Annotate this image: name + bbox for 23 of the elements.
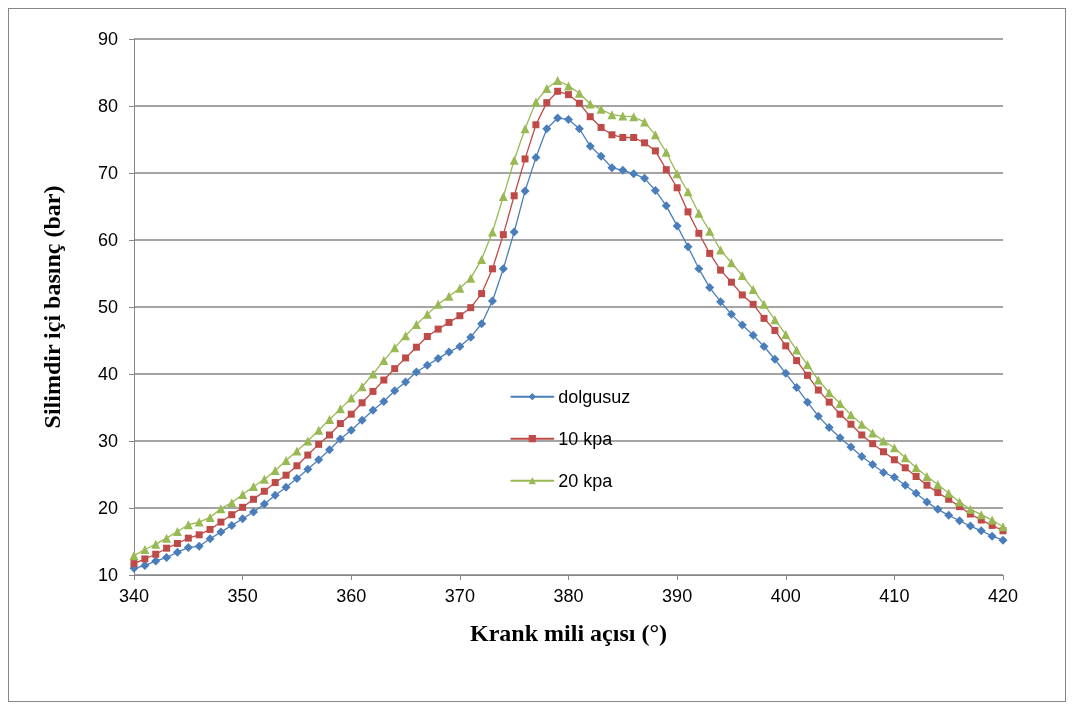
y-tick-label: 20 — [97, 498, 118, 518]
x-tick-label: 340 — [118, 586, 150, 606]
y-tick-label: 30 — [97, 431, 118, 451]
x-tick-label: 350 — [227, 586, 258, 606]
y-tick-label: 10 — [97, 565, 118, 585]
y-tick-label: 70 — [97, 163, 118, 183]
x-tick-label: 420 — [987, 586, 1019, 606]
y-tick-label: 90 — [97, 29, 118, 49]
x-tick-label: 390 — [662, 586, 693, 606]
y-tick-label: 40 — [97, 364, 118, 384]
legend-label: 10 kpa — [558, 428, 614, 449]
legend-label: dolgusuz — [558, 386, 631, 407]
x-tick-label: 370 — [444, 586, 475, 606]
legend-label: 20 kpa — [558, 470, 614, 491]
y-axis-title: Silimdir içi basınç (bar) — [39, 185, 65, 429]
y-tick-label: 60 — [97, 230, 118, 250]
x-tick-label: 410 — [879, 586, 910, 606]
x-axis-title: Krank mili açısı (°) — [470, 620, 667, 646]
y-tick-label: 50 — [97, 297, 118, 317]
x-tick-label: 380 — [553, 586, 584, 606]
y-tick-label: 80 — [97, 96, 118, 116]
x-tick-label: 400 — [770, 586, 801, 606]
x-tick-label: 360 — [336, 586, 367, 606]
